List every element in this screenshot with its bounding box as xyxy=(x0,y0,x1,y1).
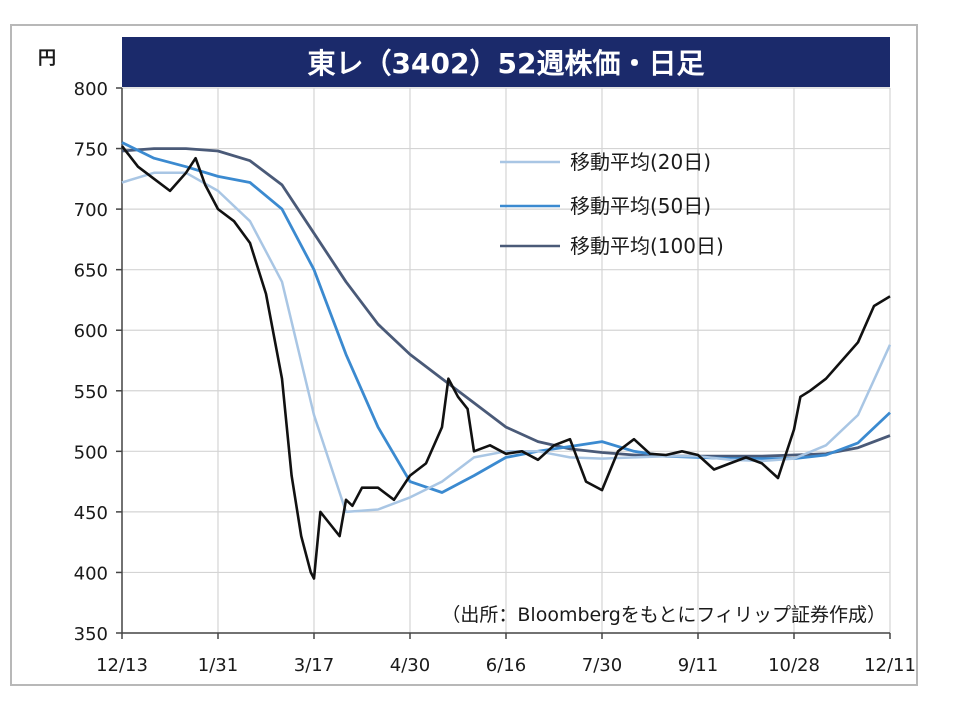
y-tick-label-350: 350 xyxy=(74,624,108,645)
y-tick-label-450: 450 xyxy=(74,503,108,524)
x-tick-label-12/11: 12/11 xyxy=(864,655,916,676)
y-tick-label-400: 400 xyxy=(74,563,108,584)
x-tick-label-3/17: 3/17 xyxy=(294,655,334,676)
gridlines xyxy=(122,87,891,633)
x-tick-label-10/28: 10/28 xyxy=(768,655,820,676)
x-tick-label-12/13: 12/13 xyxy=(96,655,148,676)
legend-label-ma100: 移動平均(100日) xyxy=(570,234,724,258)
chart-title: 東レ（3402）52週株価・日足 xyxy=(308,47,705,80)
x-tick-label-6/16: 6/16 xyxy=(486,655,526,676)
y-axis-unit-label: 円 xyxy=(38,48,56,69)
series-line-price xyxy=(120,145,891,580)
axes xyxy=(116,87,891,639)
series-lines xyxy=(120,141,892,580)
x-tick-label-1/31: 1/31 xyxy=(198,655,238,676)
source-annotation: （出所：Bloombergをもとにフィリップ証券作成） xyxy=(441,604,886,626)
y-tick-label-500: 500 xyxy=(74,442,108,463)
y-axis-tick-labels: 350 400 450 500 550 600 650 700 750 800 xyxy=(74,79,108,645)
y-tick-label-600: 600 xyxy=(74,321,108,342)
y-tick-label-650: 650 xyxy=(74,261,108,282)
legend-label-ma50: 移動平均(50日) xyxy=(570,194,711,218)
y-tick-label-750: 750 xyxy=(74,140,108,161)
x-axis-tick-labels: 12/13 1/31 3/17 4/30 6/16 7/30 9/11 10/28 12/11 xyxy=(96,655,916,676)
legend-label-ma20: 移動平均(20日) xyxy=(570,150,711,174)
legend: 移動平均(20日) 移動平均(50日) 移動平均(100日) xyxy=(500,150,724,258)
y-tick-label-800: 800 xyxy=(74,79,108,100)
series-line-ma50 xyxy=(121,141,891,494)
chart-frame xyxy=(10,24,918,686)
y-tick-label-550: 550 xyxy=(74,382,108,403)
series-line-ma100 xyxy=(121,147,891,458)
x-tick-label-9/11: 9/11 xyxy=(678,655,718,676)
series-line-ma20 xyxy=(121,171,892,514)
chart-title-bar xyxy=(122,37,890,87)
x-tick-label-7/30: 7/30 xyxy=(582,655,622,676)
x-tick-label-4/30: 4/30 xyxy=(390,655,430,676)
y-tick-label-700: 700 xyxy=(74,200,108,221)
